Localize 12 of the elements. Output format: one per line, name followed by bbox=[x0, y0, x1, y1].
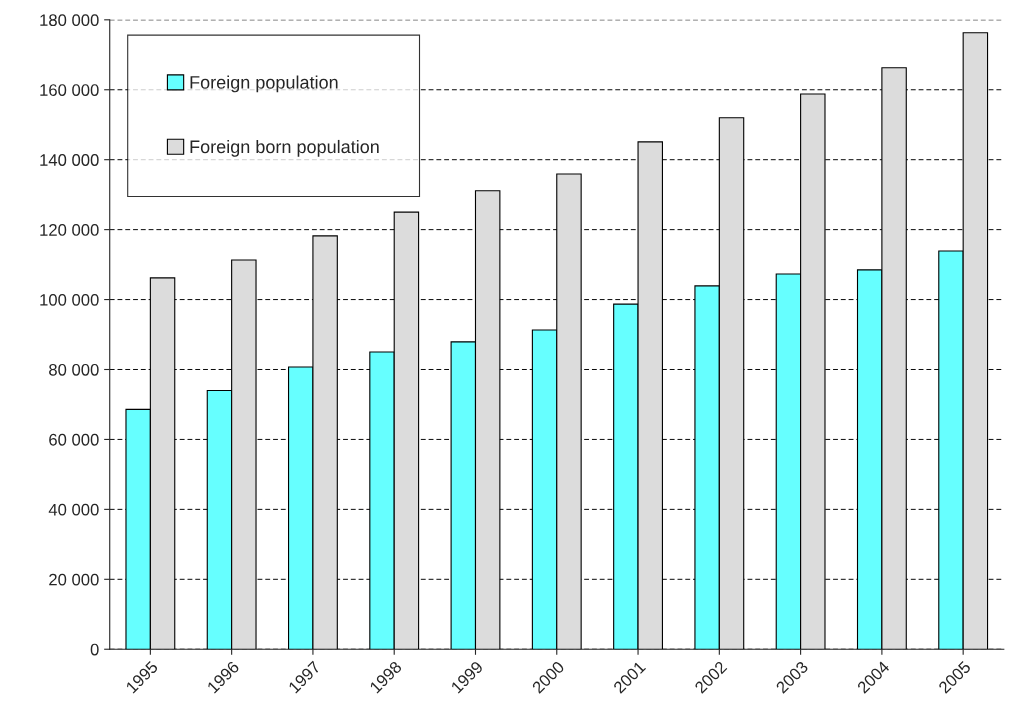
y-tick-label: 180 000 bbox=[40, 14, 99, 27]
y-tick-label: 160 000 bbox=[40, 84, 99, 96]
y-tick-label: 0 bbox=[90, 643, 99, 656]
y-tick-label: 20 000 bbox=[49, 573, 99, 586]
y-tick-label: 60 000 bbox=[49, 433, 99, 446]
y-tick-label: 140 000 bbox=[40, 154, 99, 166]
y-tick-label: 120 000 bbox=[40, 224, 99, 236]
y-tick-label: 40 000 bbox=[48, 503, 99, 516]
y-tick-label: 80 000 bbox=[49, 363, 99, 376]
legend-label: Foreign born population bbox=[190, 139, 379, 157]
y-tick-label: 100 000 bbox=[40, 293, 99, 306]
legend-label: Foreign population bbox=[190, 75, 338, 93]
